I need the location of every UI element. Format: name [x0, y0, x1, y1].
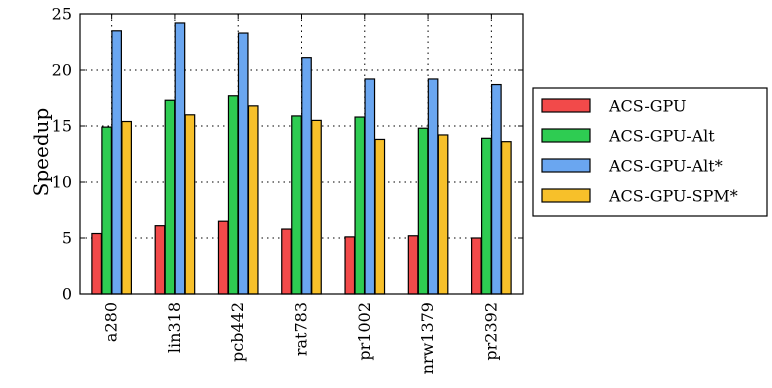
- x-tick-label: pr1002: [355, 302, 374, 361]
- y-axis-label: Speedup: [29, 108, 53, 197]
- legend: ACS-GPU ACS-GPU-Alt ACS-GPU-Alt* ACS-GPU-SP…: [532, 87, 768, 217]
- x-tick-label: pcb442: [228, 302, 247, 362]
- bar-acs-gpu-a280: [91, 232, 102, 295]
- legend-label: ACS-GPU: [608, 97, 687, 116]
- bar-acs-gpu-alt-a280: [111, 30, 122, 295]
- bar-acs-gpu-alt-nrw1379: [417, 127, 429, 295]
- legend-label: ACS-GPU-Alt*: [608, 157, 723, 176]
- x-tick-label: a280: [102, 302, 121, 342]
- legend-swatch: [541, 98, 591, 113]
- bar-acs-gpu-alt-rat783: [291, 115, 302, 295]
- y-tick-label: 25: [52, 5, 72, 24]
- bar-acs-gpu-alt-lin318: [164, 99, 176, 295]
- y-tick-label: 20: [52, 61, 72, 80]
- bar-acs-gpu-alt-pcb442: [227, 95, 239, 295]
- x-tick-label: rat783: [292, 302, 311, 356]
- x-tick-label: nrw1379: [418, 302, 437, 374]
- bar-acs-gpu-alt-pcb442: [237, 32, 249, 295]
- bar-acs-gpu-pcb442: [217, 220, 229, 295]
- legend-swatch: [541, 128, 591, 143]
- bar-acs-gpu-spm-nrw1379: [437, 134, 449, 295]
- legend-swatch: [541, 158, 591, 173]
- legend-label: ACS-GPU-Alt: [608, 127, 715, 146]
- bar-acs-gpu-alt-pr1002: [354, 116, 366, 295]
- x-tick-label: pr2392: [481, 302, 500, 361]
- bar-acs-gpu-alt-pr2392: [481, 137, 492, 295]
- legend-swatch: [541, 188, 591, 203]
- bar-acs-gpu-pr1002: [344, 236, 356, 295]
- bars: [91, 22, 512, 295]
- bar-acs-gpu-alt-pr2392: [491, 83, 502, 295]
- bar-acs-gpu-alt-a280: [101, 126, 112, 295]
- bar-acs-gpu-lin318: [154, 225, 166, 295]
- bar-acs-gpu-alt-pr1002: [364, 78, 376, 295]
- bar-acs-gpu-alt-rat783: [301, 57, 312, 295]
- y-tick-label: 5: [62, 229, 72, 248]
- axis-ticks: 0 5 10 15 20 25 a280 lin318 pcb442 rat783 pr1002 nr…: [52, 5, 523, 374]
- y-tick-label: 10: [52, 173, 72, 192]
- bar-acs-gpu-spm-rat783: [311, 119, 322, 295]
- bar-acs-gpu-spm-pr2392: [501, 141, 512, 295]
- bar-acs-gpu-spm-a280: [121, 120, 132, 295]
- bar-acs-gpu-spm-pr1002: [374, 138, 386, 295]
- bar-acs-gpu-alt-nrw1379: [427, 78, 439, 295]
- bar-acs-gpu-pr2392: [471, 237, 482, 295]
- bar-acs-gpu-spm-pcb442: [247, 105, 259, 295]
- bar-acs-gpu-spm-lin318: [184, 114, 196, 295]
- legend-label: ACS-GPU-SPM*: [608, 187, 738, 206]
- bar-acs-gpu-rat783: [281, 228, 292, 295]
- x-tick-label: lin318: [165, 302, 184, 353]
- y-tick-label: 15: [52, 117, 72, 136]
- bar-acs-gpu-alt-lin318: [174, 22, 186, 295]
- bar-acs-gpu-nrw1379: [407, 235, 419, 295]
- y-tick-label: 0: [62, 285, 72, 304]
